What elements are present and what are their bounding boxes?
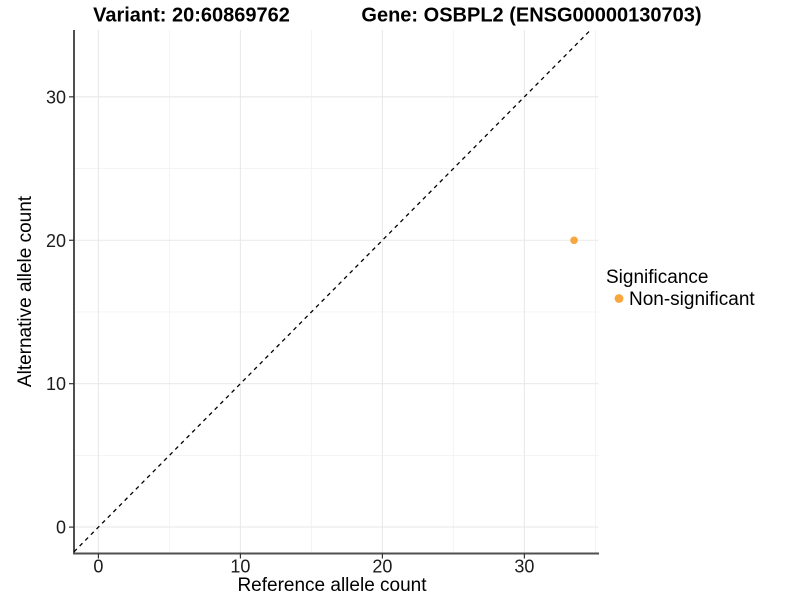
y-axis-title: Alternative allele count [15, 195, 36, 387]
axis-lines [73, 30, 599, 555]
y-tick-label: 0 [56, 518, 66, 538]
legend: Significance Non-significant [606, 267, 755, 310]
major-gridlines [74, 30, 599, 554]
minor-gridlines [74, 30, 599, 554]
legend-title: Significance [606, 267, 708, 288]
data-point [570, 236, 578, 245]
data-points [570, 236, 578, 245]
x-tick-label: 10 [230, 557, 250, 577]
x-tick-label: 20 [372, 557, 392, 577]
axis-tick-labels: 0 10 20 30 0 10 20 30 [46, 87, 534, 576]
legend-item-label: Non-significant [629, 289, 755, 310]
axis-tick-marks [69, 96, 525, 559]
identity-line [73, 29, 592, 553]
x-axis-title: Reference allele count [237, 575, 427, 596]
y-tick-label: 10 [46, 374, 66, 394]
variant-title: Variant: 20:60869762 [93, 5, 290, 27]
y-tick-label: 30 [46, 87, 66, 107]
y-tick-label: 20 [46, 231, 66, 251]
legend-items: Non-significant [614, 289, 755, 310]
x-tick-label: 0 [93, 557, 103, 577]
gene-title: Gene: OSBPL2 (ENSG00000130703) [361, 5, 701, 27]
x-tick-label: 30 [514, 557, 534, 577]
legend-key-dot [614, 294, 624, 303]
